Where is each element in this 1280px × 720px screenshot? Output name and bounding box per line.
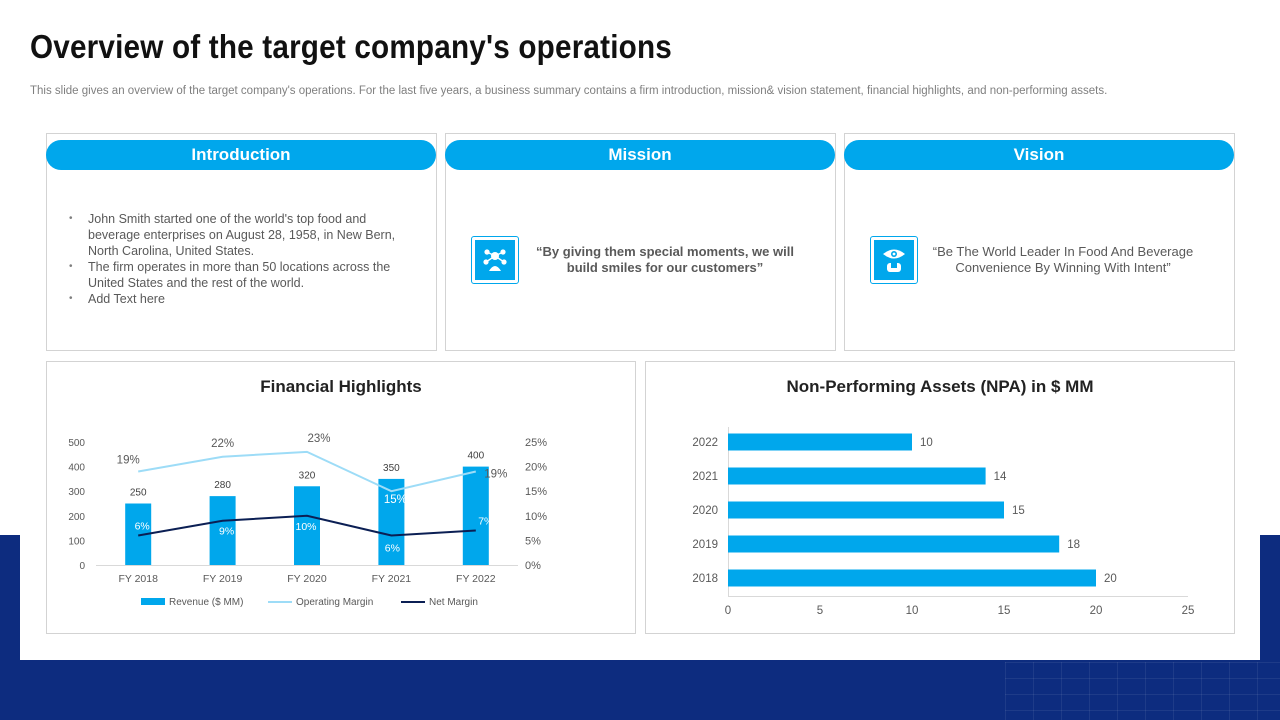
x-category-label: FY 2019 <box>203 573 243 585</box>
introduction-bullet: The firm operates in more than 50 locati… <box>69 259 418 291</box>
introduction-list: John Smith started one of the world's to… <box>69 211 418 307</box>
npa-card <box>645 361 1235 634</box>
x-tick-label: 0 <box>725 605 731 617</box>
mission-quote: “By giving them special moments, we will… <box>536 244 794 275</box>
page-title: Overview of the target company's operati… <box>30 28 672 65</box>
legend-revenue-label: Revenue ($ MM) <box>169 597 243 608</box>
net-margin-label: 6% <box>135 520 150 532</box>
npa-chart: 0 5 10 15 20 25 2022 10 2021 14 2020 15 2019 18 2018 20 <box>692 427 1195 617</box>
financial-highlights-chart: 0 100 200 300 400 500 0% 5% 10% 15% 20% 25% 250 280 32… <box>68 433 547 608</box>
team-network-icon <box>483 249 507 271</box>
operating-margin-label: 19% <box>484 469 507 481</box>
npa-bar-label: 14 <box>994 471 1007 483</box>
npa-chart-title: Non-Performing Assets (NPA) in $ MM <box>786 377 1094 396</box>
net-margin-label: 9% <box>219 526 234 538</box>
net-margin-label: 10% <box>295 521 316 533</box>
x-category-label: FY 2020 <box>287 573 327 585</box>
introduction-heading: Introduction <box>46 140 436 170</box>
net-margin-label: 7% <box>478 516 493 528</box>
x-tick-label: 15 <box>998 605 1011 617</box>
revenue-bar <box>378 478 405 565</box>
operating-margin-label: 19% <box>117 455 140 467</box>
revenue-bar-label: 400 <box>467 451 484 462</box>
npa-bar <box>728 535 1060 553</box>
page-subtitle: This slide gives an overview of the targ… <box>30 85 1108 97</box>
revenue-bar <box>462 466 489 565</box>
y-left-tick-label: 100 <box>68 536 85 547</box>
x-category-label: FY 2021 <box>372 573 412 585</box>
y-right-tick-label: 25% <box>525 437 547 449</box>
npa-bar <box>728 501 1004 519</box>
npa-bar <box>728 433 912 451</box>
y-left-tick-label: 500 <box>68 438 85 449</box>
revenue-bar-label: 320 <box>299 470 316 481</box>
revenue-bar-label: 280 <box>214 480 231 491</box>
legend-net-label: Net Margin <box>429 597 478 608</box>
revenue-bar-label: 350 <box>383 463 400 474</box>
introduction-bullet: John Smith started one of the world's to… <box>69 211 418 259</box>
npa-bar-label: 10 <box>920 437 933 449</box>
operating-margin-label: 23% <box>307 433 330 445</box>
financial-chart-title: Financial Highlights <box>260 377 422 396</box>
y-right-tick-label: 5% <box>525 535 541 547</box>
vision-quote: “Be The World Leader In Food And Beverag… <box>932 244 1194 275</box>
npa-bar-label: 20 <box>1104 573 1117 585</box>
financial-highlights-card <box>46 361 636 634</box>
x-tick-label: 10 <box>906 605 919 617</box>
revenue-bar <box>294 486 320 565</box>
operating-margin-label: 22% <box>211 438 234 450</box>
y-category-label: 2021 <box>692 471 718 483</box>
x-tick-label: 5 <box>817 605 823 617</box>
eye-presenter-icon <box>883 249 905 272</box>
mission-heading: Mission <box>445 140 835 170</box>
y-right-tick-label: 0% <box>525 560 541 572</box>
legend-revenue-swatch <box>141 598 165 605</box>
vision-heading: Vision <box>844 140 1234 170</box>
npa-bar-label: 18 <box>1067 539 1080 551</box>
npa-bar-label: 15 <box>1012 505 1025 517</box>
operating-margin-label: 15% <box>384 494 407 506</box>
y-left-tick-label: 200 <box>68 512 85 523</box>
x-tick-label: 20 <box>1090 605 1103 617</box>
y-left-tick-label: 0 <box>79 561 85 572</box>
x-tick-label: 25 <box>1182 605 1195 617</box>
y-left-tick-label: 400 <box>68 463 85 474</box>
revenue-bar <box>209 496 236 565</box>
npa-bar <box>728 467 986 485</box>
y-right-tick-label: 20% <box>525 462 547 474</box>
operating-margin-line <box>138 450 477 493</box>
npa-bar <box>728 569 1096 587</box>
vision-icon-box <box>870 236 918 284</box>
y-category-label: 2022 <box>692 437 718 449</box>
legend-operating-label: Operating Margin <box>296 597 373 608</box>
grid-decoration <box>1005 662 1280 720</box>
revenue-bar-label: 250 <box>130 488 147 499</box>
y-category-label: 2019 <box>692 539 718 551</box>
introduction-bullet: Add Text here <box>69 291 418 307</box>
net-margin-label: 6% <box>385 542 400 554</box>
y-right-tick-label: 15% <box>525 486 547 498</box>
y-category-label: 2018 <box>692 573 718 585</box>
y-right-tick-label: 10% <box>525 511 547 523</box>
x-category-label: FY 2018 <box>118 573 158 585</box>
x-category-label: FY 2022 <box>456 573 496 585</box>
mission-icon-box <box>471 236 519 284</box>
y-left-tick-label: 300 <box>68 487 85 498</box>
y-category-label: 2020 <box>692 505 718 517</box>
net-margin-line <box>138 514 476 537</box>
